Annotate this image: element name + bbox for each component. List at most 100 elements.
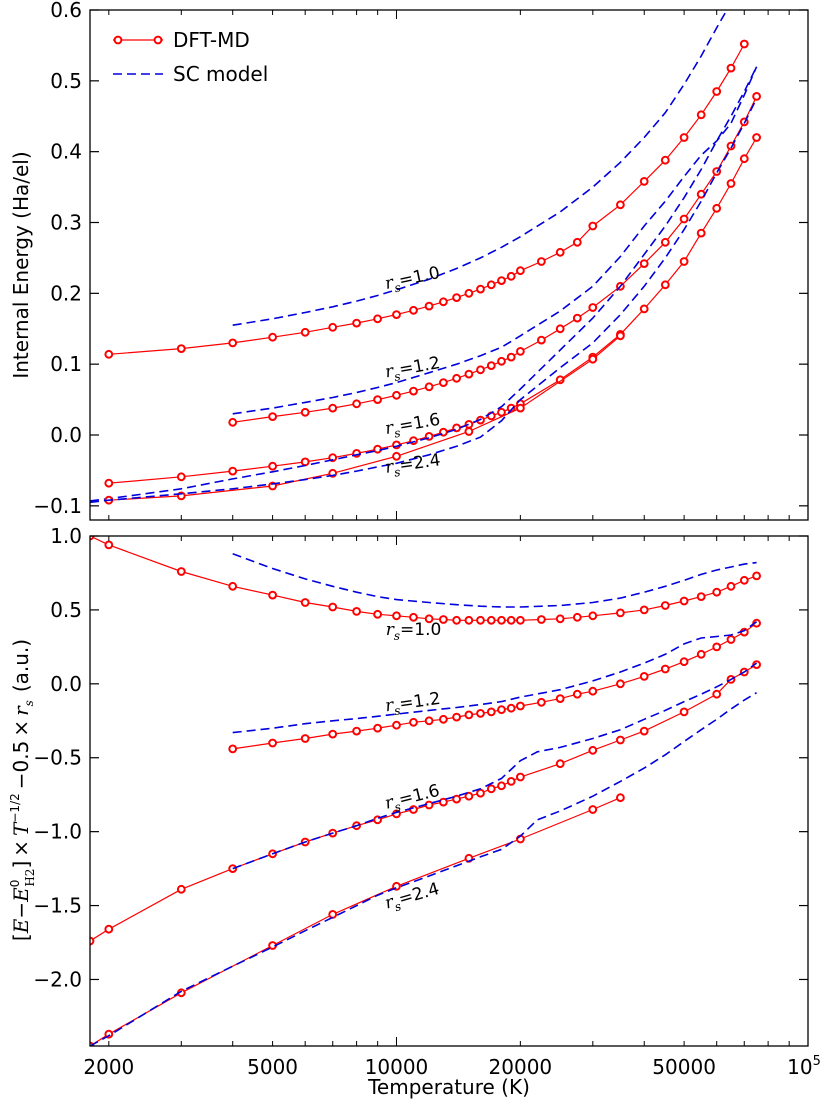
sc-line-sc-r-s-1-0 (232, 10, 728, 326)
x-tick-label: 2000 (83, 1055, 134, 1079)
dft-point (588, 303, 598, 312)
sc-line-sc-r-s-1-0 (232, 552, 757, 608)
dft-point (660, 664, 670, 674)
dft-point (506, 703, 516, 713)
dft-point (104, 478, 114, 488)
bottom-frame (89, 535, 809, 1047)
y-tick-label: 0.0 (50, 672, 82, 696)
legend-dft-label: DFT-MD (173, 28, 250, 52)
sc-line-sc-r-s-2-4 (90, 98, 758, 504)
dft-point (268, 332, 278, 342)
dft-point (506, 777, 516, 786)
sc-line-sc-r-s-1-2 (232, 621, 758, 734)
dft-point (452, 615, 462, 625)
dft-point (516, 266, 525, 276)
sc-line-sc-r-s-1-6 (232, 662, 758, 870)
series-group (90, 536, 761, 1046)
dft-point (696, 649, 706, 659)
dft-point (712, 689, 722, 699)
dft-point (555, 614, 565, 624)
dft-point (486, 361, 496, 371)
dft-point (555, 247, 565, 257)
dft-point (588, 221, 598, 231)
dft-point (752, 133, 761, 142)
dft-point (424, 716, 434, 726)
dft-point (679, 133, 689, 142)
dft-point (486, 784, 496, 794)
dft-point (506, 615, 516, 625)
bottom-panel: rs=1.0rs=1.2rs=1.6rs=2.4 −2.0−1.5−1.0−0.… (8, 524, 821, 1099)
dft-point (516, 347, 525, 356)
dft-point (555, 375, 565, 385)
dft-point (452, 794, 462, 804)
y-tick-label: −1.0 (33, 820, 82, 844)
dft-point (679, 257, 689, 266)
y-tick-label: −2.0 (33, 967, 82, 991)
x-tick-label: 20000 (489, 1055, 553, 1079)
dft-point (228, 744, 238, 754)
dft-point (392, 611, 401, 621)
legend-sc-label: SC model (173, 62, 268, 86)
dft-point (726, 179, 736, 188)
dft-point (537, 335, 546, 345)
y-tick-label: −0.5 (33, 746, 82, 770)
dft-point (373, 723, 383, 733)
dft-point (572, 612, 582, 622)
dft-point (424, 382, 434, 392)
dft-point (464, 710, 474, 720)
y-tick-label: 1.0 (50, 524, 82, 548)
dft-point (739, 575, 749, 585)
dft-point (660, 237, 670, 247)
y-tick-label: 0.2 (50, 281, 82, 305)
dft-point (712, 587, 722, 597)
series-group (90, 10, 761, 505)
top-plot-area (90, 10, 808, 520)
dft-point (588, 611, 598, 621)
dft-point (228, 417, 238, 427)
dft-point (588, 805, 598, 814)
dft-point (660, 155, 670, 165)
dft-point (588, 745, 598, 755)
dft-point (352, 607, 362, 616)
y-tick-label: 0.6 (50, 0, 82, 22)
dft-point (328, 322, 338, 332)
top-ticks: −0.1 0.0 0.1 0.2 0.3 0.4 0.5 0.6 (33, 0, 809, 520)
dft-point (660, 280, 670, 290)
dft-point (639, 177, 649, 186)
dft-point (497, 276, 506, 286)
dft-point (352, 399, 362, 409)
dft-point (476, 709, 485, 718)
dft-point (555, 759, 565, 769)
dft-point (90, 936, 95, 946)
sc-line-sc-r-s-1-6 (90, 66, 758, 502)
dft-point (739, 39, 749, 49)
dft-point (409, 717, 418, 727)
top-y-axis-title: Internal Energy (Ha/el) (9, 151, 33, 378)
dft-point (476, 788, 485, 798)
dft-point (104, 540, 114, 550)
y-tick-label: 0.5 (50, 69, 82, 93)
y-tick-label: 0.3 (50, 211, 82, 235)
dft-point (726, 635, 736, 644)
dft-point (439, 797, 448, 807)
dft-point (506, 271, 516, 281)
dft-point (476, 365, 485, 375)
dft-point (409, 386, 418, 396)
dft-point (497, 356, 506, 366)
x-tick-label: 10000 (365, 1055, 429, 1079)
dft-point (486, 615, 496, 625)
dft-point (176, 344, 186, 354)
dft-point (616, 679, 625, 689)
dft-point (452, 712, 462, 722)
rs-annotation: rs=1.0 (386, 620, 442, 643)
dft-point (176, 567, 186, 576)
dft-point (300, 598, 310, 607)
dft-point (352, 726, 362, 736)
x-tick-label: 50000 (652, 1055, 716, 1079)
dft-point (616, 608, 625, 618)
dft-point (392, 720, 401, 730)
dft-point (176, 884, 186, 894)
dft-point (537, 615, 546, 624)
dft-point (409, 612, 418, 622)
legend: DFT-MD SC model (113, 28, 268, 86)
